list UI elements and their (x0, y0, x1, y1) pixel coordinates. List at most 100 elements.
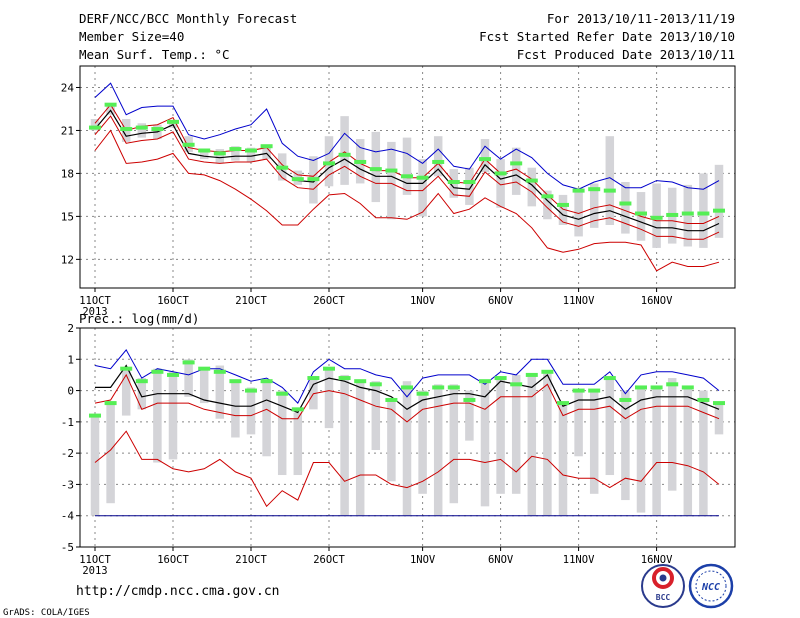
prec-ytick-label: -1 (61, 416, 74, 429)
temp-median-marker (291, 177, 304, 182)
prec-range-bar (402, 381, 412, 516)
prec-range-bar (465, 390, 474, 441)
prec-median-marker (213, 369, 226, 374)
temp-range-bar (433, 136, 443, 177)
prec-range-bar (480, 381, 490, 507)
temp-median-marker (494, 171, 507, 176)
prec-low-curve-line (94, 430, 720, 508)
prec-xtick-label: 26OCT (313, 554, 345, 566)
prec-median-marker (167, 372, 179, 377)
temp-median-marker (338, 152, 351, 157)
prec-range-bar (496, 378, 505, 494)
temp-range-bar (543, 190, 552, 220)
temp-median-marker (603, 188, 616, 193)
prec-mean-line (95, 364, 720, 414)
prec-median-marker (245, 388, 257, 393)
prec-median-marker (650, 385, 663, 390)
prec-range-bar (231, 381, 240, 438)
header-start-date: Fcst Started Refer Date 2013/10/10 (479, 29, 735, 44)
temp-band-lower-line (94, 115, 720, 240)
prec-median-marker (432, 385, 445, 390)
temp-ytick-label: 12 (61, 253, 74, 266)
temp-upper-line (94, 82, 720, 190)
temp-median-marker (447, 180, 460, 185)
prec-median-marker (713, 401, 725, 406)
footer-url: http://cmdp.ncc.cma.gov.cn (76, 584, 280, 599)
temp-frame (79, 65, 736, 289)
prec-xtick-label: 1NOV (410, 554, 436, 566)
prec-median-marker (619, 397, 632, 402)
prec-range-bar (543, 371, 552, 516)
ncc-logo-text: NCC (701, 582, 720, 593)
prec-xtick-label: 21OCT (235, 554, 267, 566)
bcc-logo-core (659, 574, 667, 582)
prec-range-bar (355, 381, 365, 516)
temp-lower-line (94, 129, 720, 272)
temp-range-bar (215, 149, 225, 164)
prec-median-marker (307, 376, 320, 381)
temp-range-bar (558, 194, 568, 225)
temp-range-bar (418, 159, 427, 217)
prec-range-bar (433, 384, 443, 516)
prec-range-bar (652, 387, 661, 516)
temp-median-marker (89, 125, 101, 130)
temp-range-bar (465, 167, 474, 205)
temp-xtick-label: 16OCT (157, 295, 189, 307)
temp-range-bar (387, 141, 396, 220)
grads-credit: GrADS: COLA/IGES (3, 608, 90, 618)
temp-ytick-label: 15 (61, 210, 74, 223)
temp-range-bar (324, 136, 334, 187)
temp-range-bar (621, 182, 630, 234)
temp-xtick-label: 11OCT (79, 295, 111, 307)
prec-range-bar (511, 374, 521, 494)
footer: http://cmdp.ncc.cma.gov.cn GrADS: COLA/I… (3, 563, 734, 618)
prec-range-bar (371, 381, 381, 451)
temp-mean-line (94, 109, 720, 232)
prec-median-marker (291, 407, 304, 412)
prec-range-bar (683, 387, 693, 516)
prec-range-bar (168, 371, 178, 460)
prec-range-bar (621, 390, 630, 501)
temp-median-marker (588, 187, 601, 192)
temp-median-marker (276, 165, 289, 170)
prec-ytick-label: 1 (67, 353, 74, 366)
prec-range-bar (636, 387, 646, 513)
temp-median-marker (260, 144, 273, 149)
prec-ytick-label: -2 (61, 447, 74, 460)
prec-range-bar (246, 387, 256, 435)
temp-range-bar (683, 184, 693, 247)
temp-median-marker (416, 175, 429, 180)
temp-range-bar (699, 173, 708, 248)
prec-range-bar (199, 368, 209, 404)
temp-range-bar (589, 183, 599, 228)
temp-median-marker (666, 212, 679, 217)
header-produced-date: Fcst Produced Date 2013/10/11 (517, 47, 735, 62)
temp-xtick-label: 16NOV (641, 295, 673, 307)
ncc-logo: NCC (688, 563, 734, 609)
temp-median-marker (167, 119, 179, 124)
prec-median-marker (510, 382, 523, 387)
prec-median-marker (323, 366, 335, 371)
prec-range-bar (699, 390, 708, 516)
prec-ytick-label: 0 (67, 385, 74, 398)
prec-range-bar (387, 399, 396, 482)
prec-range-bar (589, 390, 599, 494)
temp-median-marker (120, 127, 133, 132)
temp-median-marker (572, 188, 585, 193)
precipitation-chart: -5 -4 -3 -2 -1 0 1 2 11OCT 16OCT 21OCT 26OCT 1NOV 6NO… (61, 322, 736, 577)
temp-range-bar (496, 159, 505, 208)
prec-median-marker (354, 379, 367, 384)
prec-range-bar (714, 403, 724, 435)
header-variable: Mean Surf. Temp.: °C (79, 47, 230, 62)
temp-median-marker (104, 102, 117, 107)
bcc-logo: BCC (641, 564, 685, 608)
prec-range-bar (667, 378, 677, 491)
prec-range-bar (262, 381, 271, 457)
temp-median-marker (697, 211, 710, 216)
temp-median-marker (557, 202, 569, 207)
temp-median-marker (713, 208, 725, 213)
prec-range-bar (215, 365, 225, 419)
temp-median-marker (525, 178, 538, 183)
header-member-size: Member Size=40 (79, 29, 184, 44)
temp-median-marker (650, 215, 663, 220)
